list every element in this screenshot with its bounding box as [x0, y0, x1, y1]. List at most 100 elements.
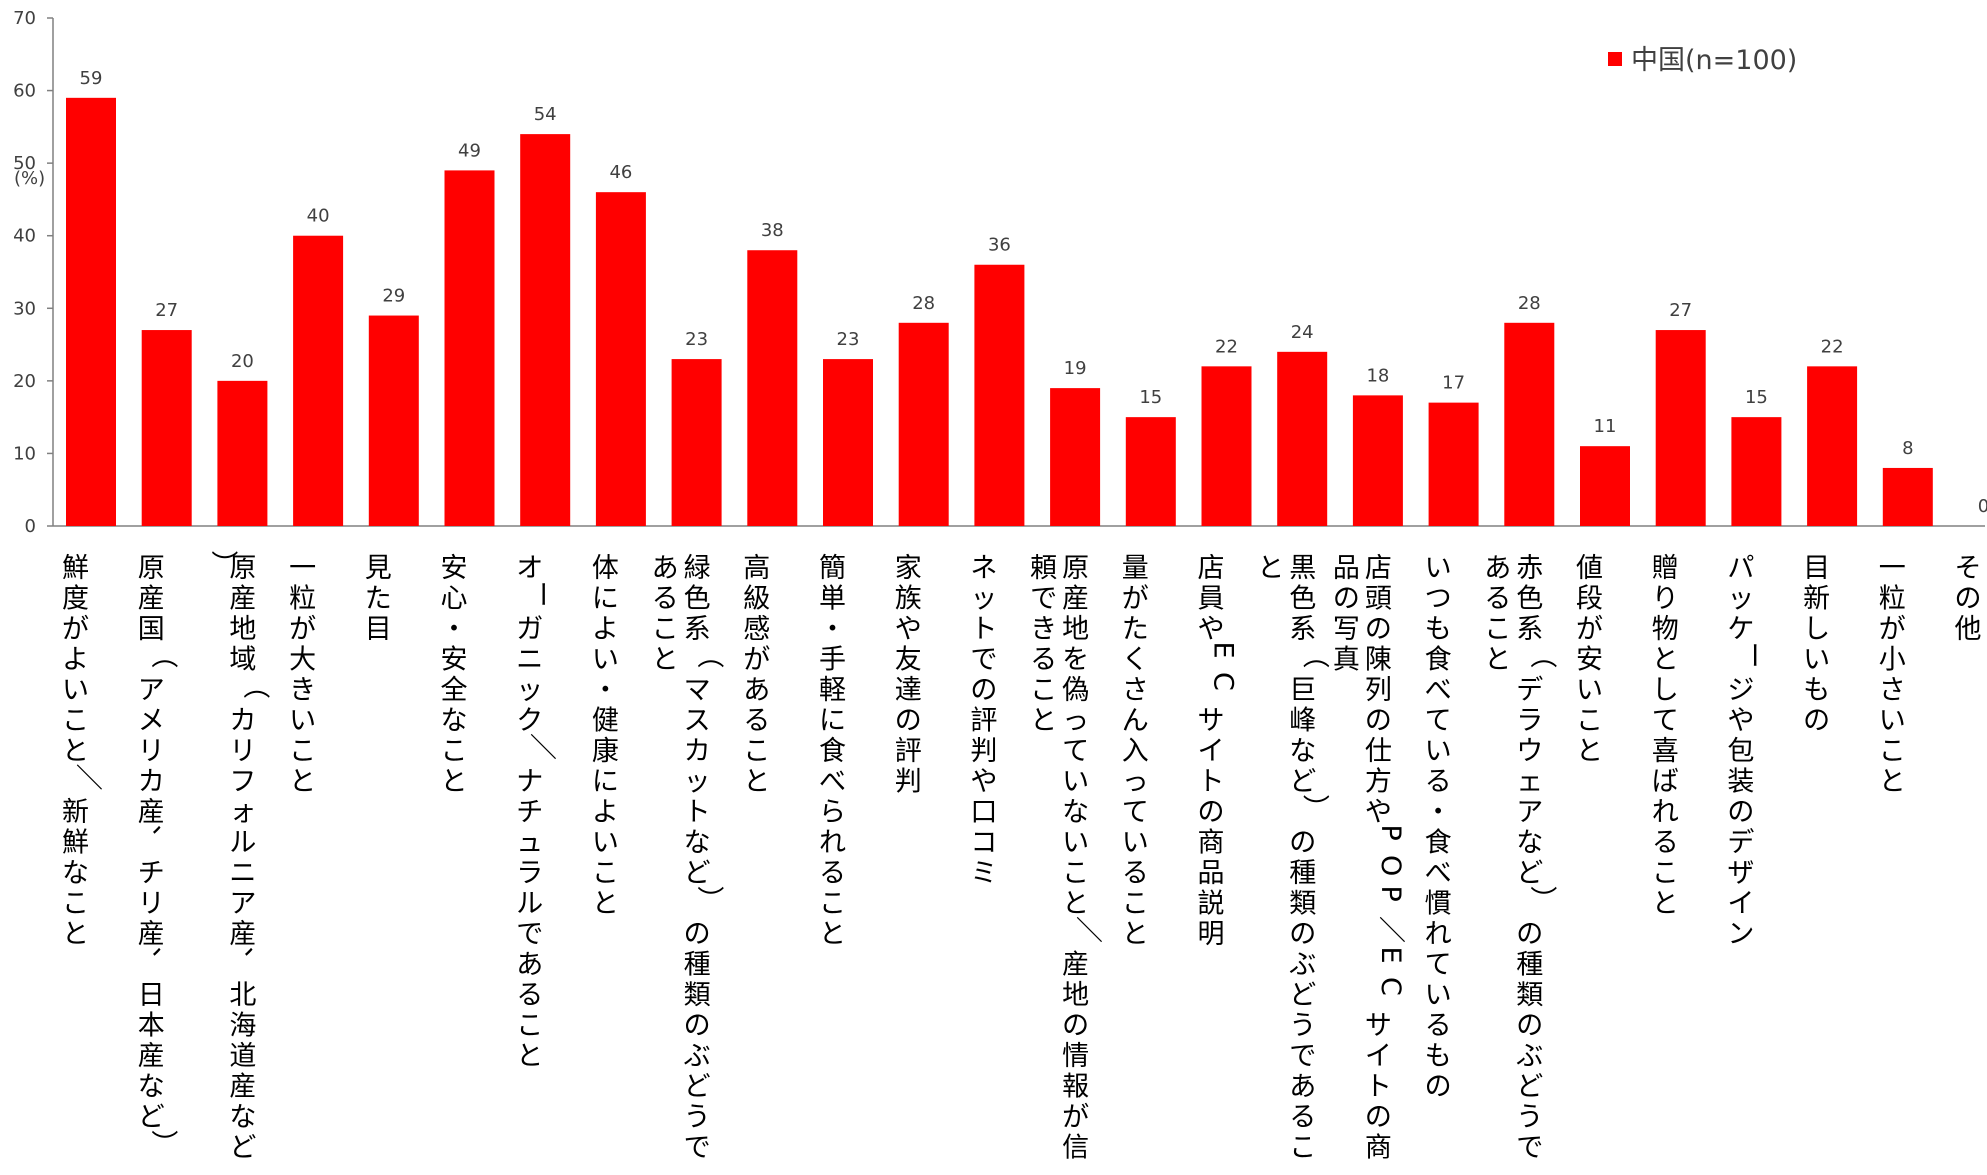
category-glyph: ネ — [970, 553, 997, 584]
category-glyph: 写 — [1333, 614, 1360, 645]
category-glyph: の — [684, 919, 711, 950]
category-glyph: 頼 — [1030, 553, 1057, 584]
data-label: 59 — [80, 68, 103, 89]
category-glyph: ェ — [1516, 767, 1543, 798]
category-glyph: る — [516, 980, 543, 1011]
category-glyph: い — [1425, 553, 1452, 584]
data-label: 11 — [1594, 416, 1617, 437]
category-glyph: ウ — [1516, 736, 1543, 767]
category-glyph: ッ — [516, 675, 543, 706]
category-glyph: こ — [592, 858, 619, 889]
category-glyph: P — [1375, 825, 1406, 841]
category-glyph: 色 — [1516, 584, 1543, 615]
category-glyph: で — [1289, 1041, 1316, 1072]
category-glyph: ラ — [1516, 706, 1543, 737]
category-glyph: ア — [1516, 797, 1543, 828]
category-glyph: て — [1122, 797, 1149, 828]
category-glyph: オ — [516, 553, 543, 584]
category-glyph: 手 — [819, 645, 846, 676]
data-label: 20 — [231, 351, 254, 372]
category-glyph: ナ — [516, 767, 543, 798]
category-glyph: 産 — [1062, 584, 1089, 615]
category-glyph: 赤 — [1516, 553, 1543, 584]
category-glyph: ケ — [1727, 614, 1754, 645]
category-glyph: ュ — [516, 828, 543, 859]
data-label: 23 — [685, 329, 708, 350]
category-glyph: で — [970, 645, 997, 676]
category-glyph: 級 — [743, 584, 770, 615]
category-glyph: 鮮 — [62, 828, 89, 859]
category-glyph: ト — [1198, 767, 1225, 798]
category-glyph: ／ — [72, 764, 103, 791]
category-glyph: 包 — [1727, 736, 1754, 767]
category-glyph: が — [1062, 1102, 1089, 1133]
category-glyph: イ — [1198, 736, 1225, 767]
category-glyph: ・ — [441, 614, 468, 645]
category-glyph: が — [1576, 614, 1603, 645]
category-glyph: と — [1652, 889, 1679, 920]
category-glyph: ト — [970, 614, 997, 645]
category-glyph: い — [592, 645, 619, 676]
category-glyph: ク — [516, 706, 543, 737]
category-glyph: る — [819, 858, 846, 889]
category-glyph: 仕 — [1365, 736, 1392, 767]
category-glyph: 商 — [1198, 828, 1225, 859]
category-glyph: う — [1289, 1011, 1316, 1042]
bar — [974, 264, 1025, 526]
category-glyph: 入 — [1122, 736, 1149, 767]
category-glyph: し — [1652, 675, 1679, 706]
data-label: 22 — [1215, 336, 1238, 357]
data-label: 27 — [1669, 300, 1692, 321]
y-tick-label: 30 — [13, 298, 36, 319]
category-glyph: 系 — [1516, 614, 1543, 645]
category-glyph: と — [1576, 736, 1603, 767]
category-glyph: 体 — [592, 553, 619, 584]
category-glyph: ー — [1737, 642, 1768, 669]
data-label: 29 — [382, 286, 405, 307]
bar — [1201, 366, 1252, 526]
category-glyph: こ — [1062, 858, 1089, 889]
category-glyph: 方 — [1365, 767, 1392, 798]
category-glyph: カ — [138, 767, 165, 798]
category-glyph: ど — [684, 858, 711, 889]
bar — [293, 235, 344, 526]
category-glyph: ガ — [516, 614, 543, 645]
category-glyph: な — [1062, 797, 1089, 828]
category-glyph: こ — [1030, 675, 1057, 706]
legend-label: 中国(n=100) — [1631, 45, 1797, 76]
category-glyph: な — [1289, 736, 1316, 767]
category-glyph: （ — [1526, 642, 1557, 669]
category-glyph: し — [1803, 614, 1830, 645]
category-glyph: 原 — [138, 553, 165, 584]
category-glyph: て — [1062, 736, 1089, 767]
category-glyph: （ — [1299, 642, 1330, 669]
category-glyph: な — [62, 858, 89, 889]
category-glyph: 物 — [1652, 614, 1679, 645]
category-glyph: ぶ — [1516, 1041, 1543, 1072]
category-glyph: 評 — [970, 706, 997, 737]
category-glyph: や — [970, 767, 997, 798]
legend-swatch — [1608, 52, 1622, 66]
category-glyph: が — [743, 645, 770, 676]
category-glyph: ん — [1122, 706, 1149, 737]
category-glyph: 種 — [1516, 950, 1543, 981]
category-glyph: 贈 — [1652, 553, 1679, 584]
category-glyph: 地 — [1062, 614, 1089, 645]
category-glyph: リ — [138, 889, 165, 920]
category-glyph: う — [684, 1102, 711, 1133]
category-glyph: で — [1516, 1133, 1543, 1164]
bar — [823, 359, 873, 526]
category-glyph: ば — [1652, 767, 1679, 798]
category-glyph: で — [684, 1133, 711, 1164]
category-glyph: デ — [1516, 675, 1543, 706]
category-glyph: ザ — [1727, 858, 1754, 889]
category-glyph: れ — [1425, 919, 1452, 950]
category-glyph: 国 — [138, 614, 165, 645]
category-glyph: ア — [229, 889, 256, 920]
data-label: 18 — [1366, 365, 1389, 386]
category-glyph: （ — [694, 642, 725, 669]
